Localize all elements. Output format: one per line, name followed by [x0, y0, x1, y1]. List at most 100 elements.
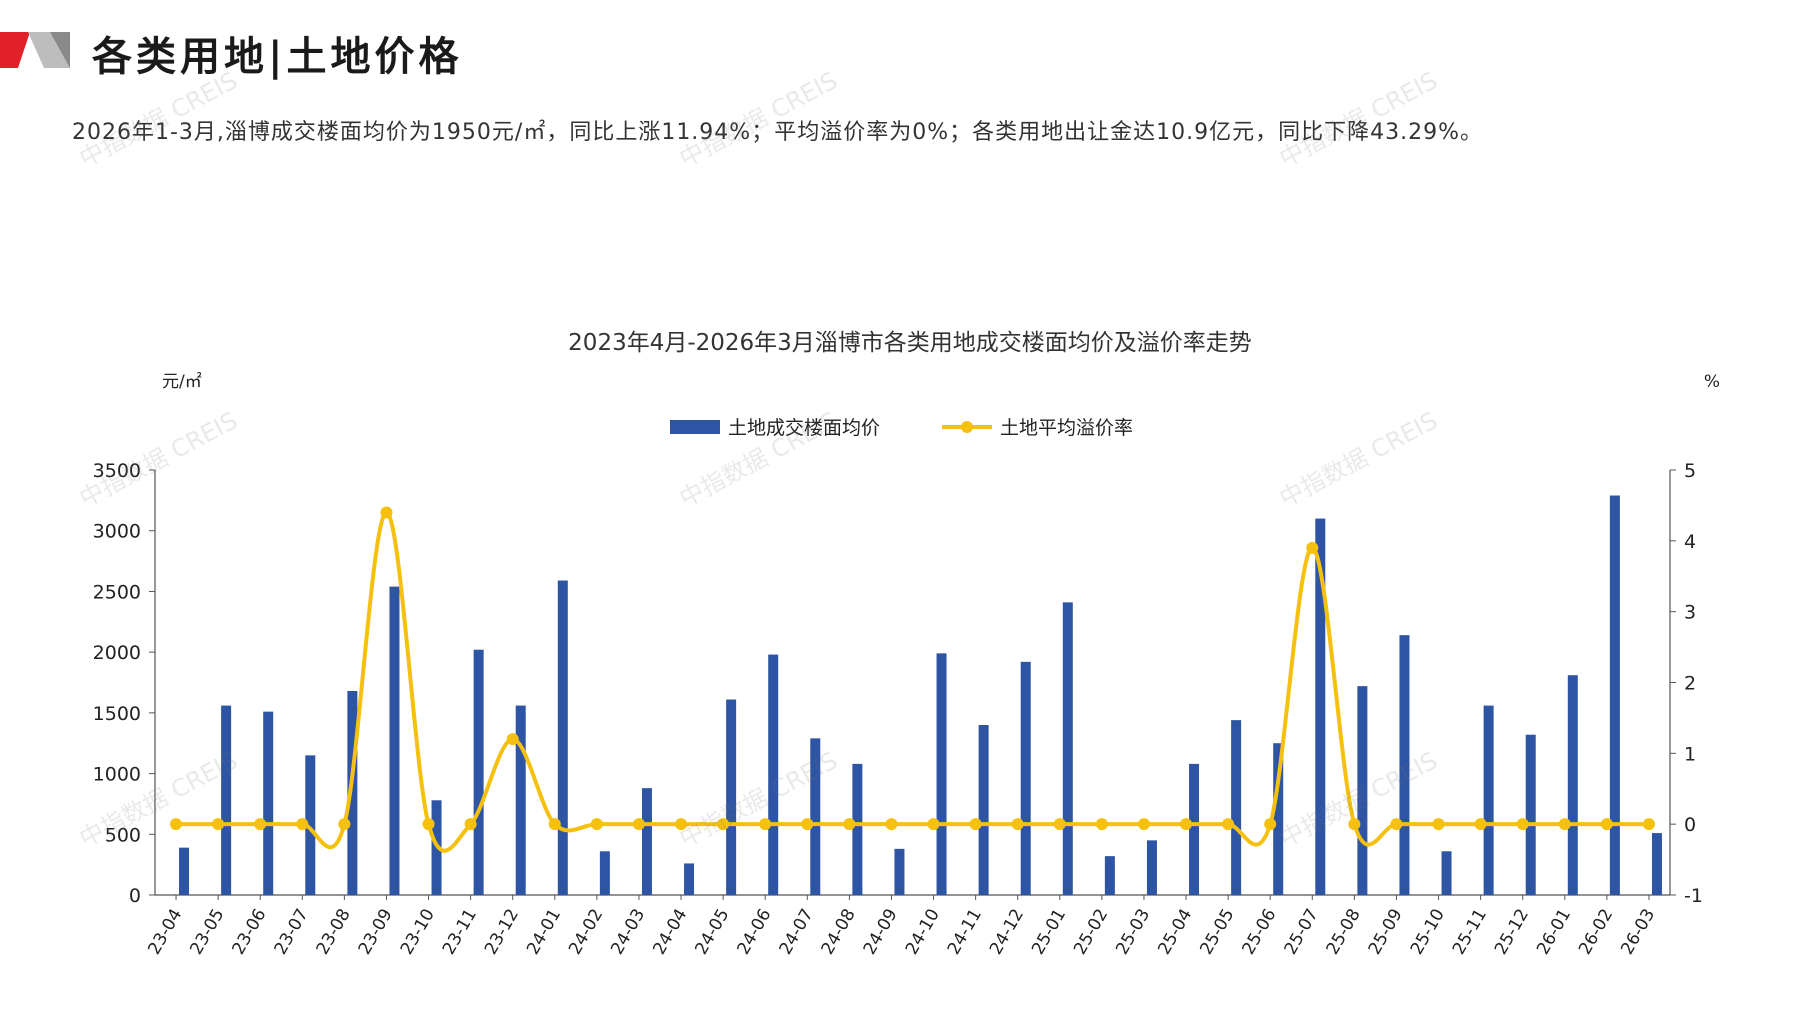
- x-tick-label: 24-12: [986, 905, 1028, 958]
- x-tick-label: 24-05: [691, 906, 733, 959]
- left-tick-label: 1500: [93, 703, 141, 725]
- x-tick-label: 25-08: [1323, 906, 1365, 959]
- legend-bar-swatch: [670, 420, 720, 434]
- right-tick-label: 5: [1684, 460, 1696, 482]
- premium-rate-point: [759, 818, 772, 831]
- premium-rate-point: [1348, 818, 1361, 831]
- chart-title: 2023年4月-2026年3月淄博市各类用地成交楼面均价及溢价率走势: [568, 330, 1252, 356]
- left-tick-label: 3500: [93, 460, 141, 482]
- x-tick-label: 26-02: [1575, 906, 1617, 959]
- x-tick-label: 26-03: [1617, 906, 1659, 959]
- bar: [1315, 518, 1326, 895]
- premium-rate-point: [843, 818, 856, 831]
- x-tick-label: 23-10: [397, 906, 439, 959]
- premium-rate-point: [1474, 818, 1487, 831]
- left-tick-label: 3000: [93, 521, 141, 543]
- bar: [389, 586, 400, 895]
- bar: [1441, 851, 1452, 895]
- bar: [1567, 675, 1578, 895]
- bar: [810, 738, 821, 895]
- x-tick-label: 24-11: [944, 906, 986, 959]
- premium-rate-point: [1516, 818, 1529, 831]
- x-tick-label: 25-06: [1239, 906, 1281, 959]
- premium-rate-point: [717, 818, 730, 831]
- x-tick-label: 23-09: [355, 906, 397, 959]
- premium-rate-point: [464, 818, 477, 831]
- x-tick-label: 26-01: [1533, 906, 1575, 959]
- right-tick-label: 2: [1684, 673, 1696, 695]
- left-tick-label: 2000: [93, 642, 141, 664]
- premium-rate-point: [1053, 818, 1066, 831]
- bar: [305, 755, 316, 895]
- x-tick-label: 25-10: [1407, 906, 1449, 959]
- x-tick-label: 25-04: [1154, 906, 1196, 959]
- right-axis-unit: %: [1704, 372, 1720, 392]
- right-tick-label: -1: [1684, 885, 1703, 907]
- x-tick-label: 24-08: [818, 906, 860, 959]
- bar: [515, 705, 526, 895]
- premium-rate-point: [1137, 818, 1150, 831]
- bar: [1189, 763, 1200, 895]
- bar: [936, 653, 947, 895]
- x-tick-label: 23-04: [144, 906, 186, 959]
- x-tick-label: 25-07: [1281, 906, 1323, 959]
- premium-rate-point: [338, 818, 351, 831]
- premium-rate-point: [212, 818, 225, 831]
- premium-rate-point: [927, 818, 940, 831]
- bar: [473, 649, 484, 895]
- premium-rate-point: [1558, 818, 1571, 831]
- bar: [179, 847, 190, 895]
- bar: [1231, 720, 1242, 895]
- right-tick-label: 1: [1684, 743, 1696, 765]
- bar: [1483, 705, 1494, 895]
- left-tick-label: 500: [105, 824, 141, 846]
- left-tick-label: 1000: [93, 764, 141, 786]
- bar: [557, 580, 568, 895]
- x-tick-label: 23-06: [229, 906, 271, 959]
- premium-rate-point: [254, 818, 267, 831]
- x-tick-label: 25-05: [1196, 906, 1238, 959]
- left-tick-label: 2500: [93, 581, 141, 603]
- bar: [684, 863, 695, 895]
- bar: [1062, 602, 1073, 895]
- premium-rate-point: [1011, 818, 1024, 831]
- x-tick-label: 25-09: [1365, 906, 1407, 959]
- premium-rate-point: [1264, 818, 1277, 831]
- x-tick-label: 25-03: [1112, 906, 1154, 959]
- premium-rate-point: [632, 818, 645, 831]
- premium-rate-point: [422, 818, 435, 831]
- bar: [1104, 856, 1115, 895]
- premium-rate-point: [170, 818, 183, 831]
- x-tick-label: 24-02: [565, 906, 607, 959]
- x-tick-label: 25-01: [1028, 906, 1070, 959]
- premium-rate-point: [1600, 818, 1613, 831]
- x-tick-label: 24-01: [523, 906, 565, 959]
- right-tick-label: 3: [1684, 602, 1696, 624]
- bar: [1651, 833, 1662, 895]
- premium-rate-point: [801, 818, 814, 831]
- premium-rate-point: [969, 818, 982, 831]
- premium-rate-point: [548, 818, 561, 831]
- premium-rate-point: [1180, 818, 1193, 831]
- premium-rate-point: [885, 818, 898, 831]
- summary-text: 2026年1-3月,淄博成交楼面均价为1950元/㎡，同比上涨11.94%；平均…: [72, 120, 1483, 145]
- left-axis-unit: 元/㎡: [162, 372, 202, 392]
- x-tick-label: 24-10: [902, 906, 944, 959]
- premium-rate-point: [506, 733, 519, 746]
- x-tick-label: 23-12: [481, 906, 523, 959]
- premium-rate-point: [1306, 541, 1319, 554]
- x-tick-label: 25-11: [1449, 906, 1491, 959]
- logo-red-shape: [0, 32, 30, 68]
- right-tick-label: 0: [1684, 814, 1696, 836]
- bar: [221, 705, 232, 895]
- bar: [1273, 743, 1284, 895]
- legend-bar-label: 土地成交楼面均价: [728, 417, 880, 439]
- x-tick-label: 25-02: [1070, 906, 1112, 959]
- premium-rate-point: [1390, 818, 1403, 831]
- bar: [852, 763, 863, 895]
- bar: [726, 699, 737, 895]
- x-tick-label: 23-11: [439, 906, 481, 959]
- bar: [1525, 734, 1536, 895]
- bar: [263, 711, 274, 895]
